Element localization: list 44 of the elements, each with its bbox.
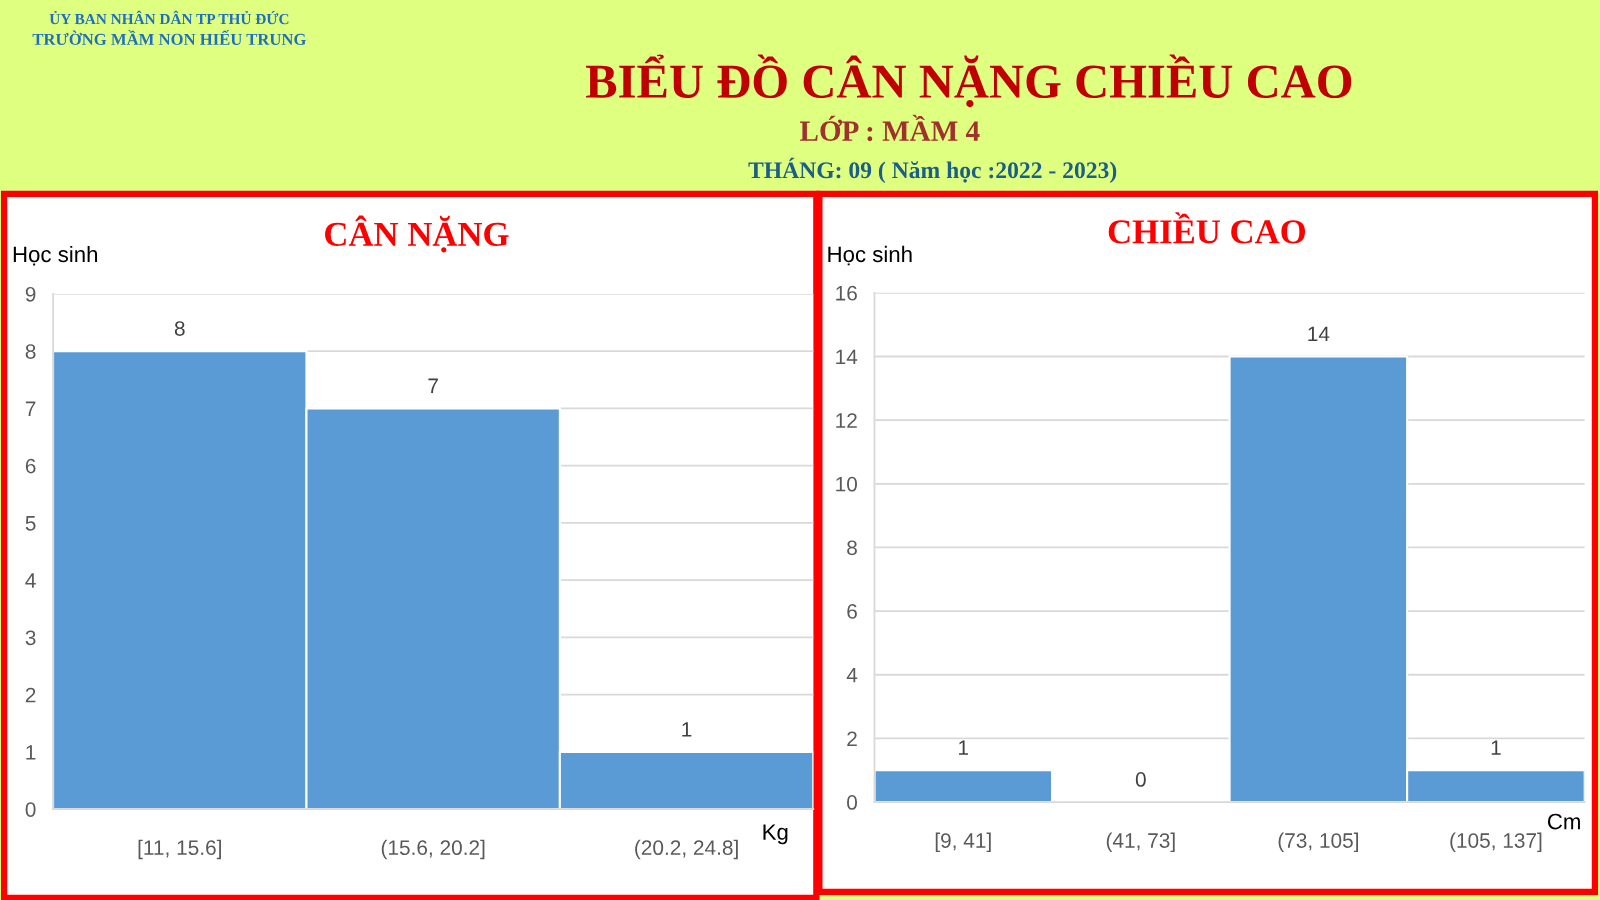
chart-title: CHIỀU CAO [1108,212,1305,244]
y-tick-label: 2 [25,687,36,703]
data-label: 0 [1135,772,1146,787]
y-tick-label: 0 [25,802,36,817]
y-tick-label: 4 [25,573,36,588]
y-tick-label: 1 [26,745,36,760]
y-tick-label: 10 [836,476,858,492]
y-tick-label: 5 [25,516,36,531]
y-tick-label: 8 [847,540,857,556]
x-tick-label: (41, 73] [1106,832,1175,853]
text: BIỂU ĐỒ CÂN NẶNG CHIỀU CAO [585,54,1352,108]
y-tick-label: 8 [25,344,36,359]
text: TRƯỜNG MẦM NON HIẾU TRUNG [32,30,306,45]
y-tick-label: 2 [847,731,857,746]
data-label: 1 [1491,740,1501,755]
chart-title: CÂN NẶNG [325,215,509,253]
x-tick-label: (20.2, 24.8] [635,839,738,860]
y-tick-label: 12 [836,413,857,428]
data-label: 14 [1308,326,1330,342]
y-tick-label: 6 [847,604,857,619]
data-label: 1 [959,740,969,755]
text: LỚP : MẦM 4 [799,114,980,142]
y-tick-label: 3 [25,630,36,646]
y-tick-label: 0 [847,795,858,810]
text: THÁNG: 09 ( Năm học :2022 - 2023) [748,157,1117,184]
y-tick-label: 4 [846,667,858,683]
y-tick-label: 14 [836,349,858,365]
text: ỦY BAN NHÂN DÂN TP THỦ ĐỨC [49,10,289,25]
x-tick-label: [9, 41] [935,832,991,853]
x-axis-title: Kg [763,824,788,845]
x-tick-label: (15.6, 20.2] [381,839,485,860]
y-axis-title: Học sinh [13,245,98,266]
data-label: 8 [174,321,185,336]
x-tick-label: (73, 105] [1278,832,1358,853]
x-axis-title: Cm [1547,813,1580,830]
y-axis-title: Học sinh [828,245,912,266]
data-label: 1 [682,722,692,737]
x-tick-label: [11, 15.6] [138,839,221,860]
x-tick-label: (105, 137] [1450,832,1542,853]
y-tick-label: 7 [25,401,36,416]
y-tick-label: 6 [25,458,36,474]
data-label: 7 [428,378,438,393]
y-tick-label: 16 [836,285,857,301]
y-tick-label: 9 [25,286,36,302]
